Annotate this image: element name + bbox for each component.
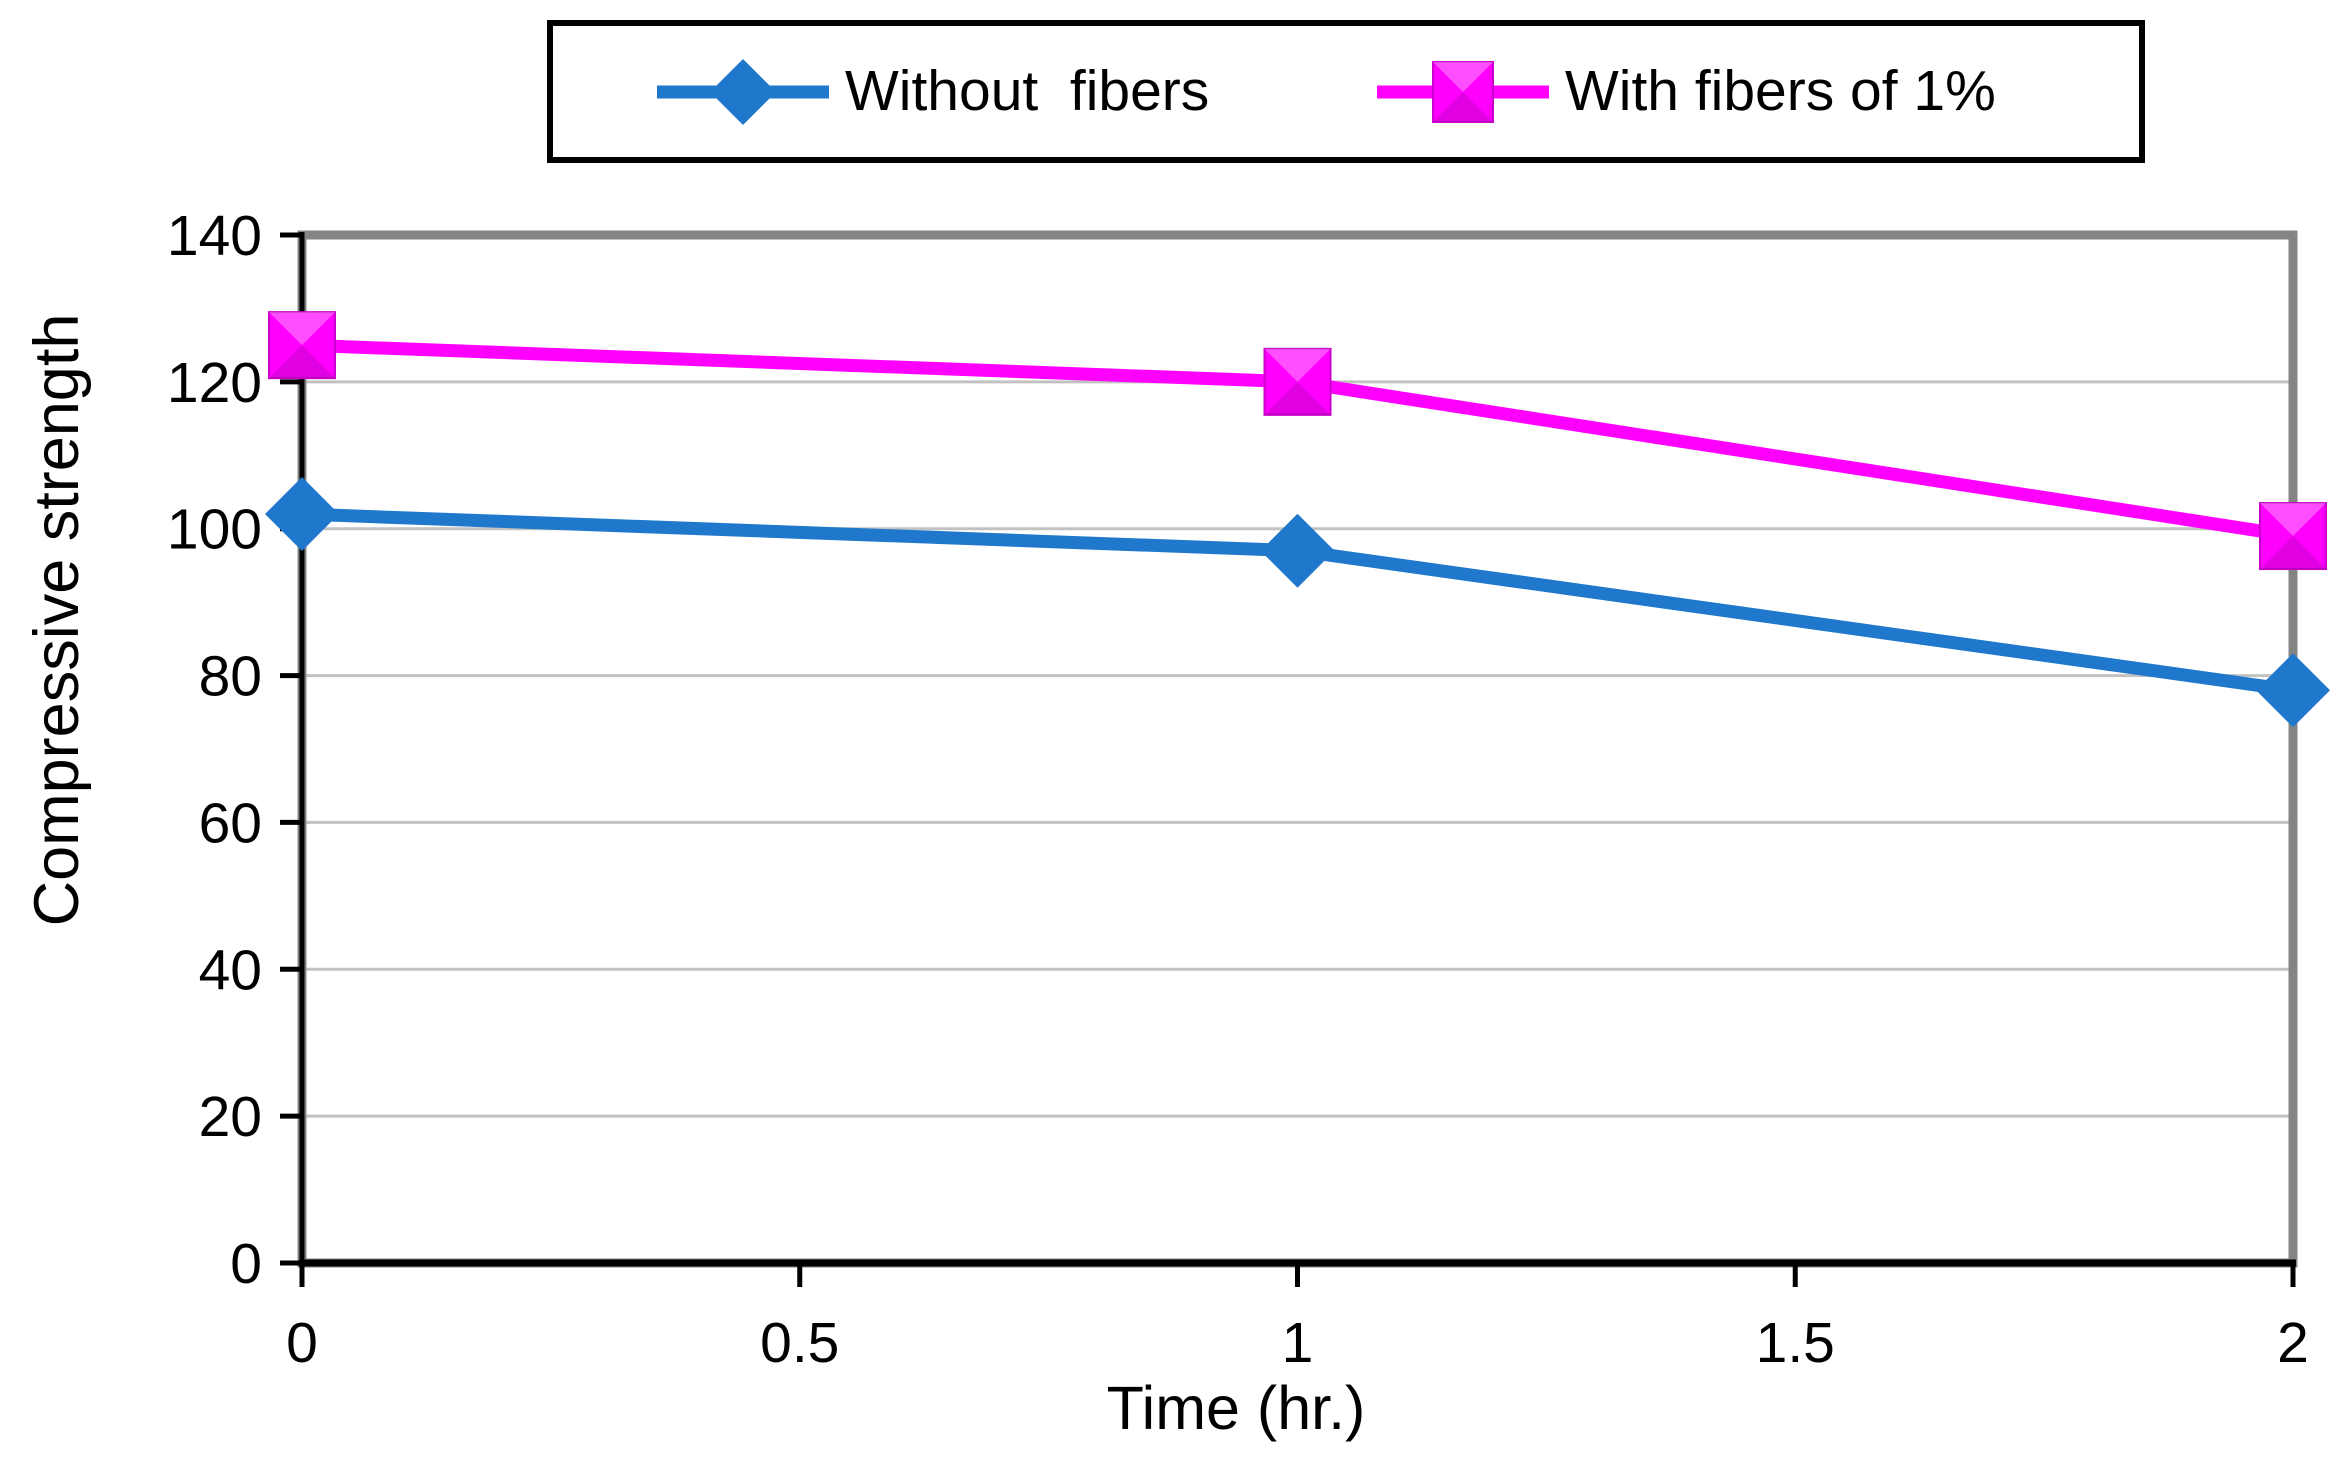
x-tick-label: 0.5 bbox=[760, 1311, 839, 1375]
legend-item-without-fibers: Without fibers bbox=[657, 26, 1209, 157]
x-axis-title: Time (hr.) bbox=[1106, 1374, 1366, 1442]
data-point-marker-square bbox=[1263, 347, 1332, 416]
y-tick-label: 140 bbox=[167, 204, 262, 268]
x-tick-label: 1.5 bbox=[1756, 1311, 1835, 1375]
data-point-marker-diamond bbox=[1260, 513, 1335, 588]
data-point-marker-square bbox=[2259, 502, 2327, 571]
x-tick-label: 2 bbox=[2277, 1311, 2309, 1375]
legend-swatch-square-icon bbox=[1377, 60, 1549, 123]
data-point-marker-square bbox=[268, 311, 336, 380]
data-point-marker-diamond bbox=[2256, 653, 2330, 728]
y-tick-label: 120 bbox=[167, 351, 262, 415]
data-point-marker-diamond bbox=[710, 58, 776, 125]
y-tick-label: 60 bbox=[199, 791, 262, 855]
data-point-marker-diamond bbox=[265, 477, 339, 552]
legend-swatch-diamond-icon bbox=[657, 58, 829, 125]
y-tick-label: 20 bbox=[199, 1085, 262, 1149]
legend-item-with-fibers: With fibers of 1% bbox=[1377, 26, 1996, 157]
y-tick-label: 80 bbox=[199, 645, 262, 709]
data-point-marker-square bbox=[1432, 60, 1494, 123]
x-tick-label: 1 bbox=[1282, 1311, 1314, 1375]
y-axis-title: Compressive strength bbox=[22, 313, 92, 927]
legend: Without fibers With fibers of 1% bbox=[547, 20, 2145, 163]
legend-label-without-fibers: Without fibers bbox=[845, 59, 1210, 123]
y-tick-label: 40 bbox=[199, 938, 262, 1002]
x-tick-label: 0 bbox=[286, 1311, 318, 1375]
legend-label-with-fibers: With fibers of 1% bbox=[1565, 59, 1996, 123]
y-tick-label: 0 bbox=[230, 1232, 262, 1296]
y-tick-label: 100 bbox=[167, 498, 262, 562]
